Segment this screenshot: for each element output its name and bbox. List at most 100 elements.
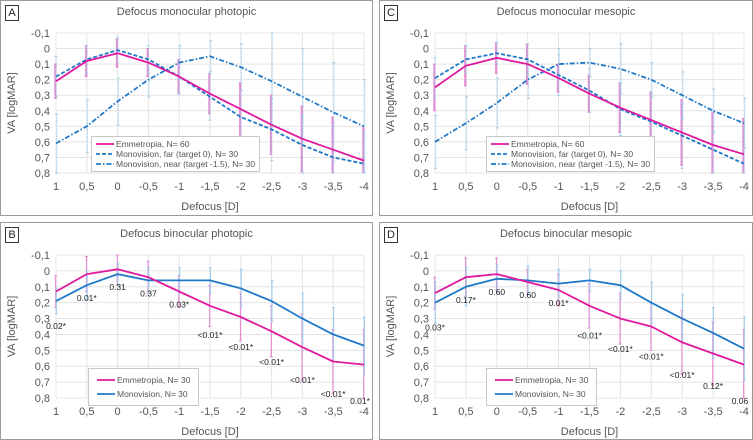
series-line-2 <box>434 61 745 143</box>
p-value-annotation: 0.60 <box>489 287 506 297</box>
chart-title: Defocus binocular photopic <box>120 228 253 240</box>
legend-item: Emmetropia, N= 30 <box>97 373 190 387</box>
legend-swatch <box>97 393 115 395</box>
y-tick-label: 0,3 <box>35 90 50 102</box>
legend-item: Monovision, near (target -1.5), N= 30 <box>96 159 255 169</box>
x-tick-label: 1 <box>432 181 438 193</box>
legend-label: Monovision, far (target 0), N= 30 <box>511 149 634 159</box>
p-value-annotation: 0.12* <box>703 381 724 391</box>
y-tick-label: 0,8 <box>414 393 429 405</box>
p-value-annotation: 0.02* <box>46 321 67 331</box>
panel-label: A <box>5 5 19 21</box>
y-tick-label: -0,1 <box>31 250 50 262</box>
y-tick-label: 0,2 <box>35 298 50 310</box>
series-line-0 <box>434 57 745 156</box>
chart-legend: Emmetropia, N= 30 Monovision, N= 30 <box>88 368 200 406</box>
legend-label: Emmetropia, N= 30 <box>515 375 589 385</box>
x-tick-label: -1 <box>554 181 564 193</box>
x-tick-label: -0,5 <box>518 181 537 193</box>
y-tick-label: 0,3 <box>414 90 429 102</box>
x-tick-label: 1 <box>53 181 59 193</box>
p-value-annotation: 0.37 <box>140 288 157 298</box>
y-tick-label: 0,4 <box>35 106 50 118</box>
x-tick-label: -3,5 <box>704 406 723 418</box>
y-tick-label: 0,3 <box>35 314 50 326</box>
y-tick-label: 0,8 <box>414 168 429 180</box>
panel-label: C <box>384 5 398 21</box>
legend-swatch <box>495 393 513 395</box>
x-tick-label: -2,5 <box>262 181 281 193</box>
series-line-1 <box>434 277 745 350</box>
legend-swatch <box>97 379 115 381</box>
p-value-annotation: 0.03* <box>425 323 446 333</box>
series-line-0 <box>434 273 745 366</box>
x-tick-label: 0,5 <box>458 406 473 418</box>
legend-item: Monovision, N= 30 <box>97 387 190 401</box>
legend-item: Emmetropia, N= 60 <box>96 139 255 149</box>
x-tick-label: 0 <box>494 181 500 193</box>
y-tick-label: 0 <box>44 266 50 278</box>
y-axis-label: VA [logMAR] <box>6 296 18 358</box>
y-tick-label: 0,1 <box>35 59 50 71</box>
x-tick-label: -3,5 <box>324 181 343 193</box>
p-value-annotation: 0.06 <box>732 396 749 406</box>
x-tick-label: -4 <box>739 181 749 193</box>
x-tick-label: -2 <box>236 406 246 418</box>
y-tick-label: 0,6 <box>35 137 50 149</box>
chart-title: Defocus monocular photopic <box>116 6 257 18</box>
x-tick-label: 0 <box>115 406 121 418</box>
x-axis-label: Defocus [D] <box>561 426 618 438</box>
legend-label: Monovision, near (target -1.5), N= 30 <box>116 159 256 169</box>
legend-item: Emmetropia, N= 30 <box>495 373 588 387</box>
x-tick-label: -1,5 <box>201 406 220 418</box>
x-tick-label: -1 <box>554 406 564 418</box>
legend-swatch <box>96 143 114 145</box>
y-tick-label: 0,3 <box>414 314 429 326</box>
x-tick-label: 0,5 <box>458 181 473 193</box>
x-tick-label: 0 <box>115 181 121 193</box>
x-axis-label: Defocus [D] <box>181 201 238 213</box>
p-value-annotation: 0.01* <box>77 293 98 303</box>
x-tick-label: -2,5 <box>642 181 661 193</box>
legend-label: Emmetropia, N= 30 <box>117 375 191 385</box>
chart-title: Defocus monocular mesopic <box>496 6 636 18</box>
x-tick-label: -1,5 <box>201 181 220 193</box>
y-tick-label: 0,4 <box>414 106 429 118</box>
series-line-2 <box>55 55 365 145</box>
p-value-annotation: <0.01* <box>228 342 254 352</box>
legend-item: Monovision, N= 30 <box>495 387 588 401</box>
x-tick-label: -0,5 <box>139 181 158 193</box>
y-tick-label: -0,1 <box>31 28 50 40</box>
y-tick-label: 0,7 <box>35 377 50 389</box>
x-tick-label: -3 <box>298 406 308 418</box>
y-tick-label: 0,4 <box>414 329 429 341</box>
y-axis-label: VA [logMAR] <box>385 72 397 134</box>
panel-d: D Defocus binocular mesopic -0,1 0 0,1 0,2 0,3… <box>379 222 753 440</box>
y-axis-label: VA [logMAR] <box>385 296 397 358</box>
y-tick-label: 0,1 <box>35 282 50 294</box>
legend-label: Monovision, N= 30 <box>515 389 586 399</box>
panel-label: B <box>5 227 19 243</box>
x-tick-label: -1,5 <box>580 406 599 418</box>
y-tick-label: 0 <box>423 266 429 278</box>
y-tick-label: 0,8 <box>35 168 50 180</box>
chart-svg: -0,1 0 0,1 0,2 0,3 0,4 0,5 0,6 0,7 0,81 0,5 0 -0,5 -1… <box>6 28 369 213</box>
legend-label: Emmetropia, N= 60 <box>511 139 585 149</box>
y-tick-label: 0,5 <box>35 121 50 133</box>
legend-label: Monovision, N= 30 <box>117 389 188 399</box>
legend-swatch <box>491 143 509 145</box>
p-value-annotation: <0.01* <box>259 357 285 367</box>
x-axis-label: Defocus [D] <box>181 426 238 438</box>
y-tick-label: 0,7 <box>35 152 50 164</box>
x-tick-label: -4 <box>359 406 369 418</box>
x-tick-label: -2 <box>616 406 626 418</box>
chart-svg: -0,1 0 0,1 0,2 0,3 0,4 0,5 0,6 0,7 0,81 0,5 0 -0,5 -1… <box>385 28 749 213</box>
x-tick-label: 1 <box>53 406 59 418</box>
y-tick-label: 0,6 <box>35 361 50 373</box>
chart-svg: -0,1 0 0,1 0,2 0,3 0,4 0,5 0,6 0,7 0,81 0,5 0 -0,5 -1… <box>6 250 371 438</box>
p-value-annotation: 0.60 <box>519 290 536 300</box>
legend-item: Monovision, far (target 0), N= 30 <box>96 149 255 159</box>
legend-item: Emmetropia, N= 60 <box>491 139 650 149</box>
x-tick-label: -2,5 <box>642 406 661 418</box>
x-tick-label: -3 <box>298 181 308 193</box>
